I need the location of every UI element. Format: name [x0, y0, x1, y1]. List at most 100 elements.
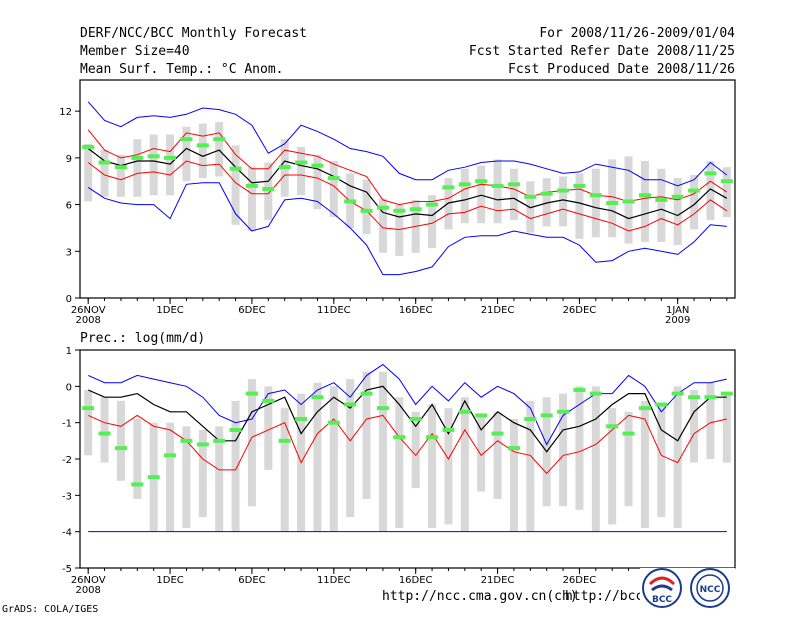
temp-median-mark [524, 194, 537, 199]
prec-range-bar [690, 389, 699, 463]
prec-x-tick-label: 1DEC [156, 575, 183, 586]
temp-median-mark [180, 137, 193, 142]
prec-median-mark [688, 395, 701, 400]
temp-median-mark [704, 171, 717, 176]
prec-x-tick-label: 26NOV [71, 575, 106, 586]
prec-range-bar [722, 393, 731, 463]
prec-median-mark [311, 395, 324, 400]
prec-range-bar [493, 411, 502, 499]
temp-range-bar [264, 162, 273, 221]
temp-x-tick-label: 2008 [75, 315, 100, 326]
temp-range-bar [313, 154, 322, 210]
chart-title: DERF/NCC/BCC Monthly Forecast [80, 26, 307, 41]
temp-median-mark [458, 182, 471, 187]
temp-y-tick-label: 9 [66, 154, 72, 165]
temp-mean-line [87, 147, 728, 220]
prec-y-tick-label: -1 [62, 419, 72, 430]
prec-range-bar [231, 400, 240, 532]
temp-range-bar [477, 165, 486, 224]
temp-x-tick-label: 21DEC [481, 305, 515, 316]
temp-x-tick-label: 6DEC [238, 305, 265, 316]
prec-median-mark [491, 431, 504, 436]
temp-range-bar [182, 126, 191, 182]
prec-median-mark [327, 420, 340, 425]
temp-range-bar [231, 145, 240, 225]
prec-range-bar [280, 408, 289, 532]
temp-median-mark [344, 199, 357, 204]
temp-x-tick-label: 1DEC [156, 305, 183, 316]
temp-median-mark [409, 207, 422, 212]
prec-range-bar [444, 408, 453, 525]
prec-range-bar [624, 411, 633, 507]
prec-range-bar [657, 404, 666, 518]
prec-lower-line [87, 414, 727, 475]
prec-range-bar [116, 400, 125, 481]
forecast-start-date: Fcst Started Refer Date 2008/11/25 [468, 44, 735, 59]
prec-median-mark [557, 409, 570, 414]
prec-range-bar [100, 397, 109, 463]
temp-min-line [87, 182, 727, 276]
prec-median-mark [360, 391, 373, 396]
temp-median-mark [278, 165, 291, 170]
prec-range-bar [477, 415, 486, 492]
temp-range-bar [362, 179, 371, 235]
prec-range-bar [264, 386, 273, 470]
prec-range-bar [428, 404, 437, 529]
prec-range-bar [673, 386, 682, 529]
prec-range-bar [84, 389, 93, 456]
grads-credit: GrADS: COLA/IGES [2, 604, 99, 615]
prec-range-bar [559, 393, 568, 507]
temp-median-mark [671, 194, 684, 199]
prec-x-tick-label: 21DEC [481, 575, 515, 586]
temp-median-mark [507, 182, 520, 187]
ncc-url-link[interactable]: http://ncc.cma.gov.cn(ch) [382, 589, 578, 604]
prec-median-mark [409, 417, 422, 422]
temp-panel-frame [79, 79, 736, 299]
prec-median-mark [606, 424, 619, 429]
prec-median-mark [507, 446, 520, 451]
prec-median-mark [82, 406, 95, 411]
prec-median-mark [164, 453, 177, 458]
temp-range-bar [722, 167, 731, 218]
temp-range-bar [149, 134, 158, 196]
temp-range-bar [166, 134, 175, 196]
prec-x-tick-label: 26DEC [563, 575, 597, 586]
temp-y-tick-label: 0 [66, 294, 72, 305]
temp-median-mark [557, 188, 570, 193]
temp-median-mark [720, 179, 733, 184]
temp-range-bar [116, 154, 125, 197]
prec-range-bar [575, 386, 584, 510]
prec-range-bar [509, 419, 518, 532]
prec-median-mark [655, 402, 668, 407]
prec-range-bar [460, 397, 469, 532]
prec-y-tick-label: -4 [62, 528, 72, 539]
temp-x-tick-label: 11DEC [317, 305, 351, 316]
prec-range-bar [198, 429, 207, 518]
prec-median-mark [573, 387, 586, 392]
temp-range-bar [591, 168, 600, 238]
prec-y-tick-label: -3 [62, 491, 72, 502]
prec-median-mark [278, 438, 291, 443]
prec-median-mark [229, 427, 242, 432]
prec-x-tick-label: 6DEC [238, 575, 265, 586]
temp-median-mark [573, 183, 586, 188]
prec-range-bar [182, 426, 191, 529]
temp-median-mark [311, 163, 324, 168]
prec-median-mark [638, 406, 651, 411]
prec-median-mark [475, 413, 488, 418]
temp-range-bar [690, 174, 699, 230]
prec-range-bar [247, 379, 256, 507]
temp-median-mark [491, 183, 504, 188]
temp-max-line [87, 101, 728, 187]
prec-median-mark [344, 402, 357, 407]
temp-median-mark [376, 205, 389, 210]
prec-median-mark [196, 442, 209, 447]
temp-median-mark [82, 144, 95, 149]
prec-mean-line [87, 385, 727, 453]
temp-range-bar [526, 181, 535, 233]
forecast-period: For 2008/11/26-2009/01/04 [539, 26, 735, 41]
temp-median-mark [622, 199, 635, 204]
precipitation-panel-title: Prec.: log(mm/d) [80, 331, 206, 346]
bcc-url-link[interactable]: http://bcc.c [565, 589, 659, 604]
